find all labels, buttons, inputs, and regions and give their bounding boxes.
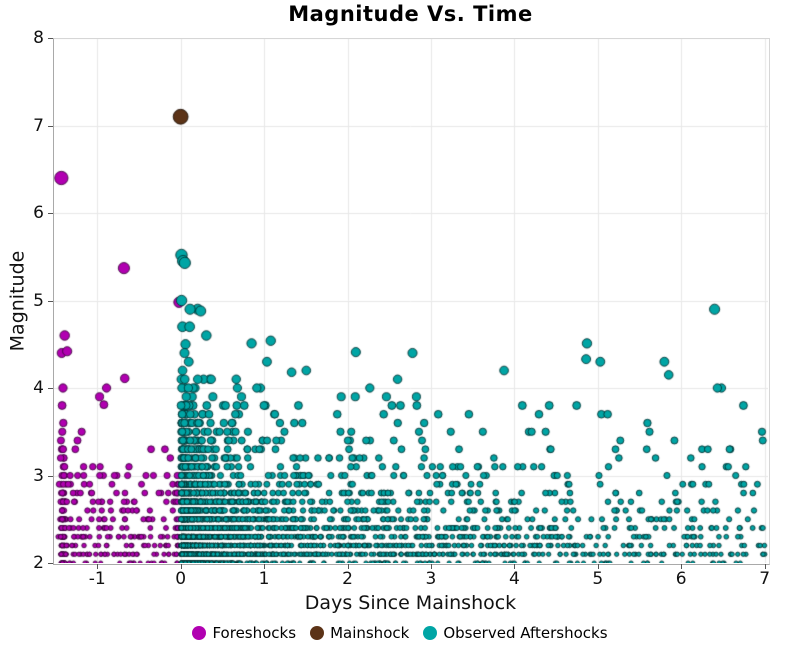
- legend-label-observed-aftershocks: Observed Aftershocks: [443, 624, 608, 642]
- x-tick-mark: [348, 564, 349, 569]
- legend-item-observed-aftershocks: Observed Aftershocks: [423, 624, 608, 642]
- x-tick-label: 5: [592, 569, 604, 589]
- y-tick-label: 4: [33, 378, 44, 398]
- x-tick-mark: [765, 564, 766, 569]
- scatter-plot-canvas: [53, 38, 768, 563]
- y-tick-mark: [48, 213, 53, 214]
- legend: Foreshocks Mainshock Observed Aftershocks: [0, 621, 800, 645]
- y-tick-mark: [48, 563, 53, 564]
- x-tick-mark: [598, 564, 599, 569]
- y-tick-label: 3: [33, 465, 44, 486]
- chart-title: Magnitude Vs. Time: [288, 2, 533, 26]
- y-tick-mark: [48, 476, 53, 477]
- x-tick-label: 2: [342, 569, 353, 589]
- x-tick-label: 1: [258, 569, 270, 589]
- y-tick-label: 6: [33, 203, 44, 223]
- legend-label-mainshock: Mainshock: [330, 624, 410, 642]
- x-tick-label: 4: [508, 569, 520, 589]
- plot-border: [53, 38, 770, 565]
- y-tick-mark: [48, 301, 53, 302]
- legend-label-foreshocks: Foreshocks: [212, 624, 297, 642]
- legend-swatch-observed-aftershocks: [423, 626, 438, 640]
- y-tick-label: 8: [33, 28, 44, 48]
- x-tick-label: -1: [88, 569, 106, 589]
- x-tick-label: 0: [175, 569, 187, 589]
- legend-swatch-foreshocks: [192, 626, 207, 640]
- x-tick-label: 6: [675, 569, 687, 589]
- y-tick-mark: [48, 388, 53, 389]
- legend-item-mainshock: Mainshock: [310, 624, 409, 642]
- y-tick-mark: [48, 38, 53, 39]
- legend-item-foreshocks: Foreshocks: [192, 624, 296, 642]
- x-tick-label: 7: [759, 569, 771, 589]
- y-tick-mark: [48, 126, 53, 127]
- x-tick-mark: [681, 564, 682, 569]
- x-tick-mark: [514, 564, 515, 569]
- y-tick-label: 5: [33, 290, 44, 311]
- x-tick-label: 3: [425, 569, 437, 589]
- x-tick-mark: [431, 564, 432, 569]
- x-tick-mark: [97, 564, 98, 569]
- legend-swatch-mainshock: [310, 626, 325, 640]
- x-tick-mark: [181, 564, 182, 569]
- x-axis-label: Days Since Mainshock: [304, 592, 517, 614]
- x-tick-mark: [264, 564, 265, 569]
- y-tick-label: 2: [33, 553, 44, 573]
- y-tick-label: 7: [33, 115, 44, 136]
